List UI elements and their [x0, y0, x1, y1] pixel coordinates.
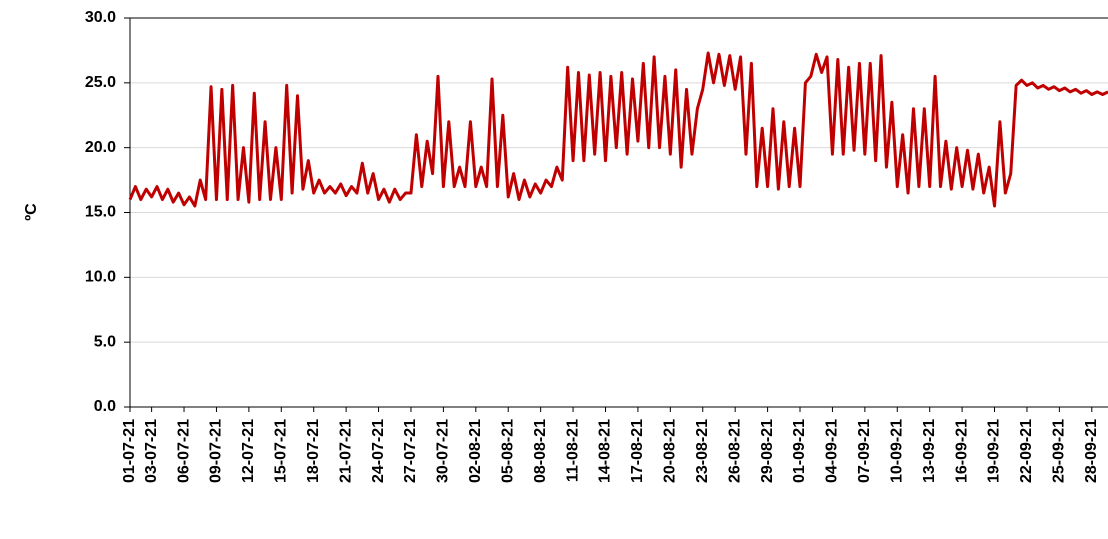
x-tick-label: 03-07-21	[143, 419, 160, 483]
x-tick-label: 04-09-21	[824, 419, 841, 483]
x-tick-label: 18-07-21	[305, 419, 322, 483]
x-tick-label: 15-07-21	[273, 419, 290, 483]
x-tick-label: 25-09-21	[1051, 419, 1068, 483]
x-tick-label: 11-08-21	[564, 419, 581, 482]
x-tick-label: 16-09-21	[953, 419, 970, 483]
x-tick-label: 06-07-21	[175, 419, 192, 483]
x-tick-label: 10-09-21	[888, 419, 905, 483]
y-axis-label: ºC	[23, 203, 40, 221]
x-tick-label: 23-08-21	[694, 419, 711, 483]
x-tick-label: 26-08-21	[726, 419, 743, 483]
x-tick-label: 12-07-21	[240, 419, 257, 483]
x-tick-label: 14-08-21	[597, 419, 614, 483]
x-tick-label: 08-08-21	[532, 419, 549, 483]
x-tick-label: 13-09-21	[921, 419, 938, 483]
y-tick-label: 0.0	[94, 398, 116, 415]
y-tick-label: 25.0	[85, 74, 116, 91]
x-tick-label: 01-09-21	[791, 419, 808, 483]
x-tick-label: 02-08-21	[467, 419, 484, 483]
x-tick-label: 20-08-21	[662, 419, 679, 483]
x-tick-label: 24-07-21	[370, 419, 387, 483]
x-tick-label: 19-09-21	[986, 419, 1003, 483]
x-tick-label: 22-09-21	[1018, 419, 1035, 483]
x-tick-label: 07-09-21	[856, 419, 873, 483]
x-tick-label: 28-09-21	[1083, 419, 1100, 483]
x-tick-label: 09-07-21	[208, 419, 225, 483]
data-line	[128, 51, 1108, 208]
x-tick-label: 01-07-21	[121, 419, 138, 483]
y-tick-label: 30.0	[85, 9, 116, 26]
y-tick-label: 5.0	[94, 333, 116, 350]
x-tick-label: 21-07-21	[337, 419, 354, 483]
x-tick-label: 17-08-21	[629, 419, 646, 483]
y-tick-label: 10.0	[85, 269, 116, 286]
x-tick-label: 27-07-21	[402, 419, 419, 483]
x-tick-label: 29-08-21	[759, 419, 776, 483]
x-tick-label: 30-07-21	[435, 419, 452, 483]
y-tick-label: 20.0	[85, 139, 116, 156]
x-tick-label: 05-08-21	[499, 419, 516, 483]
y-tick-label: 15.0	[85, 204, 116, 221]
